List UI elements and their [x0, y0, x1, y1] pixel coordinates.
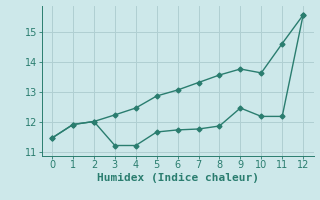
X-axis label: Humidex (Indice chaleur): Humidex (Indice chaleur) — [97, 173, 259, 183]
